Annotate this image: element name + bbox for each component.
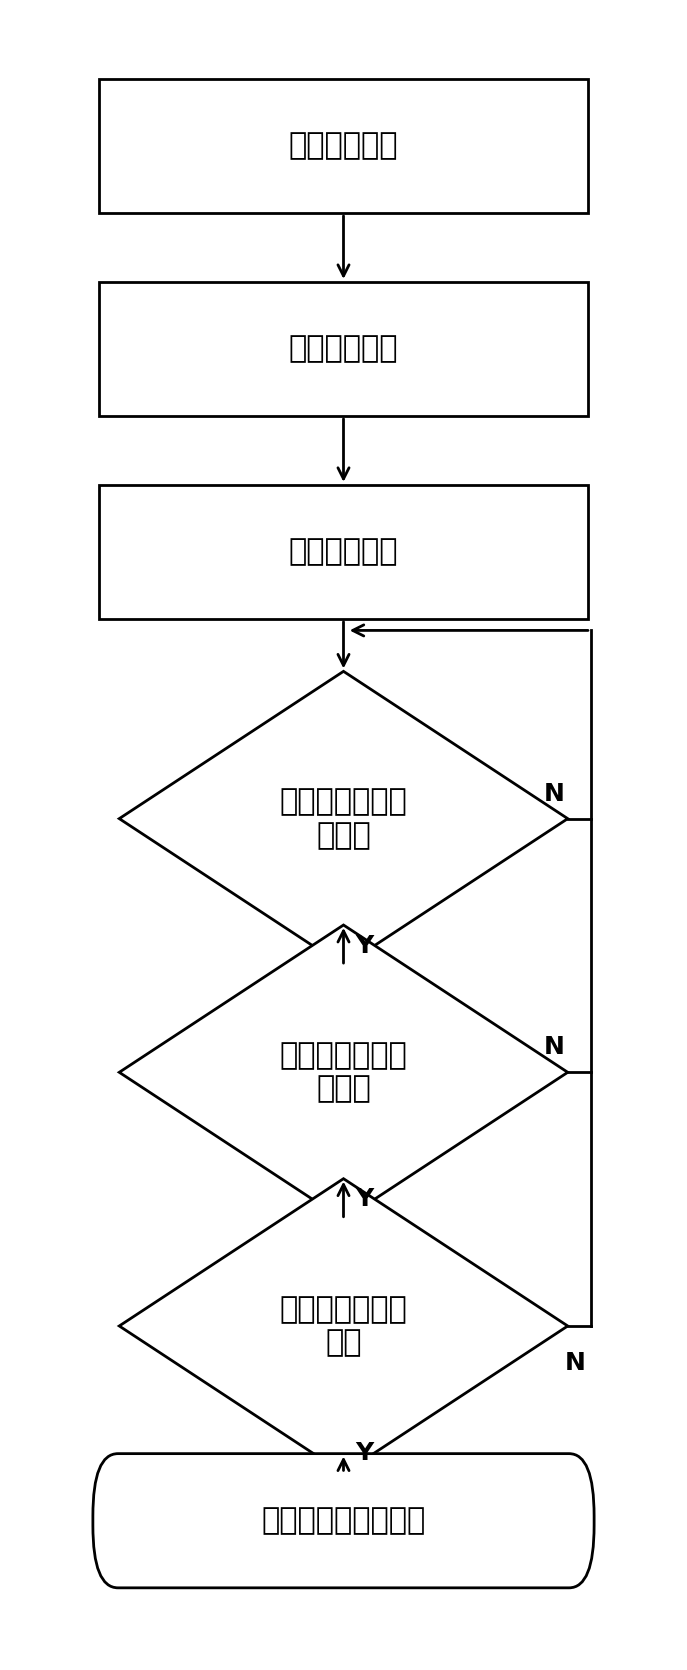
Text: 预处理后图像: 预处理后图像 xyxy=(289,132,398,160)
FancyBboxPatch shape xyxy=(93,1453,594,1588)
Text: N: N xyxy=(565,1351,585,1374)
Polygon shape xyxy=(120,1179,567,1473)
Text: 与检测窗叠加: 与检测窗叠加 xyxy=(289,334,398,364)
Text: Y: Y xyxy=(355,934,374,957)
Text: 连通区符合占空
比？: 连通区符合占空 比？ xyxy=(280,1294,407,1358)
Text: N: N xyxy=(544,782,565,805)
Text: 连通区域填充: 连通区域填充 xyxy=(289,538,398,566)
Text: Y: Y xyxy=(355,1187,374,1211)
Text: Y: Y xyxy=(355,1441,374,1465)
FancyBboxPatch shape xyxy=(100,282,587,416)
Text: 连通区符合尺寸
公式？: 连通区符合尺寸 公式？ xyxy=(280,1040,407,1104)
Polygon shape xyxy=(120,925,567,1219)
Text: 判定为疑似轨道异物: 判定为疑似轨道异物 xyxy=(261,1506,426,1535)
FancyBboxPatch shape xyxy=(100,78,587,214)
FancyBboxPatch shape xyxy=(100,484,587,620)
Polygon shape xyxy=(120,671,567,965)
Text: 连通区符合面积
公式？: 连通区符合面积 公式？ xyxy=(280,787,407,850)
Text: N: N xyxy=(544,1035,565,1059)
